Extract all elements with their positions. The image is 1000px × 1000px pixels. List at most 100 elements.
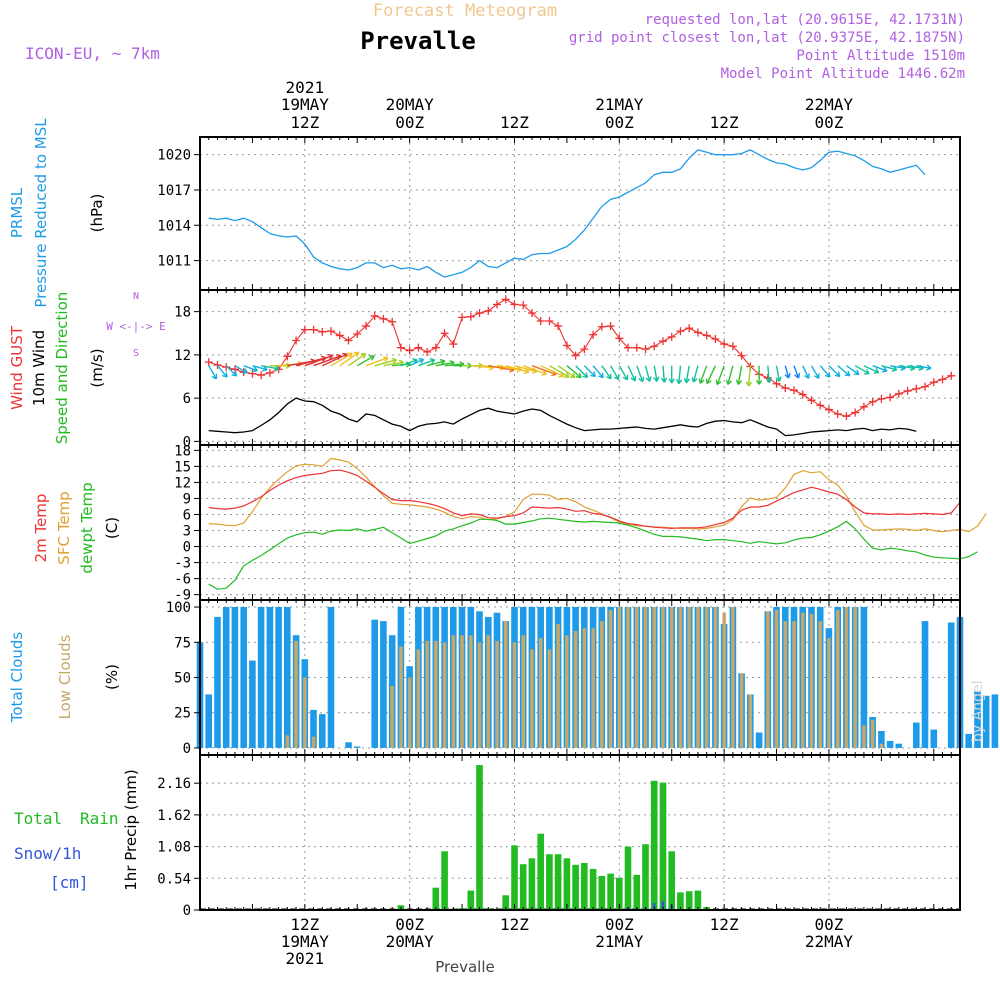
pressure-label-desc: Pressure Reduced to MSL xyxy=(32,118,50,308)
y-tick-label: 1.08 xyxy=(157,840,191,856)
wind-arrow-head xyxy=(252,366,258,373)
rain-bar xyxy=(511,845,518,910)
gust-marker xyxy=(527,309,536,318)
wind-arrow-head xyxy=(391,357,398,364)
year-label-top: 2021 xyxy=(286,78,325,97)
total-cloud-bar xyxy=(895,743,903,748)
total-cloud-bar xyxy=(982,695,990,748)
gust-marker xyxy=(790,386,799,395)
low-cloud-bar xyxy=(565,635,569,748)
wind-arrow-head xyxy=(353,351,360,358)
gust-marker xyxy=(431,343,440,352)
wind-arrow-head xyxy=(784,373,791,379)
wind-direction-arrow xyxy=(699,365,708,384)
rain-bar xyxy=(476,765,483,910)
gust-marker xyxy=(580,345,589,354)
wind-arrow-head xyxy=(881,366,888,373)
sfc-temp-label: SFC Temp xyxy=(55,491,73,564)
wind-direction-arrow xyxy=(575,365,588,378)
low-cloud-bar xyxy=(425,640,429,748)
gust-marker xyxy=(344,336,353,345)
total-cloud-bar xyxy=(380,621,387,748)
rain-bar xyxy=(624,846,632,910)
wind-arrow-head xyxy=(824,372,831,378)
rain-bar xyxy=(432,887,440,910)
wind-direction-arrow xyxy=(348,353,366,367)
low-cloud-bar xyxy=(469,635,473,748)
total-cloud-bar xyxy=(266,607,274,748)
y-tick-label: 50 xyxy=(174,671,191,687)
low-cloud-bar xyxy=(696,607,700,748)
wind-direction-arrow xyxy=(409,358,424,367)
gust-marker xyxy=(257,371,266,380)
rain-bar xyxy=(685,891,693,910)
low-cloud-bar xyxy=(573,631,578,748)
point-altitude: Point Altitude 1510m xyxy=(796,48,965,64)
gust-marker xyxy=(615,334,624,343)
bottom-hour-label: 12Z xyxy=(500,915,529,934)
y-tick-label: 3 xyxy=(183,524,191,540)
bottom-year-label: 2021 xyxy=(286,949,325,968)
low-cloud-bar xyxy=(731,607,735,748)
wind-arrow-head xyxy=(844,370,851,377)
low-cloud-bar xyxy=(678,607,683,748)
gust-marker xyxy=(571,351,580,360)
total-clouds-label: Total Clouds xyxy=(8,632,26,724)
wind-direction-arrow xyxy=(685,365,690,383)
precip-unit-label: 1hr Precip (mm) xyxy=(122,769,140,890)
panel-frame-1 xyxy=(199,136,961,291)
y-tick-label: -3 xyxy=(174,556,191,572)
gust-marker xyxy=(458,313,467,322)
wind-direction-arrow xyxy=(775,365,781,382)
snow-label: Snow/1h xyxy=(14,844,81,863)
gust-marker xyxy=(894,389,903,398)
wind-direction-arrow xyxy=(374,359,397,367)
wind-direction-arrow xyxy=(863,365,879,374)
low-cloud-bar xyxy=(652,607,656,748)
wind-direction-arrow xyxy=(435,361,455,367)
wind-direction-arrow xyxy=(793,365,800,379)
total-cloud-bar xyxy=(991,694,999,748)
gust-marker xyxy=(396,343,405,352)
y-tick-label: 1020 xyxy=(157,148,191,164)
gust-marker xyxy=(589,330,598,339)
total-cloud-bar xyxy=(878,731,885,748)
gust-marker xyxy=(807,396,816,405)
gust-marker xyxy=(693,328,702,337)
pressure-line xyxy=(208,149,926,278)
gust-marker xyxy=(632,343,641,352)
low-cloud-bar xyxy=(582,628,587,748)
gust-marker xyxy=(641,345,650,354)
total-cloud-bar xyxy=(947,622,955,748)
sfc-temp-line xyxy=(208,457,987,533)
total-cloud-bar xyxy=(275,607,282,748)
y-tick-label: 1017 xyxy=(157,183,191,199)
gust-marker xyxy=(309,325,318,334)
bottom-hour-label: 12Z xyxy=(290,915,319,934)
total-rain-label-2: Rain xyxy=(80,809,119,828)
wind-direction-arrow xyxy=(261,365,279,370)
wind-speed-line xyxy=(208,397,917,437)
y-tick-label: 1014 xyxy=(157,218,191,234)
pressure-label-prmsl: PRMSL xyxy=(8,187,26,238)
gust-marker xyxy=(877,394,886,403)
gust-marker xyxy=(947,371,956,380)
wind-arrow-head xyxy=(563,372,570,378)
y-tick-label: 18 xyxy=(174,305,191,321)
total-cloud-bar xyxy=(755,732,763,748)
wind-direction-arrow xyxy=(557,365,576,379)
total-cloud-bar xyxy=(353,746,361,748)
panel-frame-3 xyxy=(199,444,961,601)
gust-marker xyxy=(379,314,388,323)
top-hour-label: 00Z xyxy=(395,113,424,132)
top-date-label: 22MAY xyxy=(805,95,854,114)
bottom-date-label: 22MAY xyxy=(805,932,854,951)
y-tick-label: 12 xyxy=(174,475,191,491)
top-hour-label: 12Z xyxy=(710,113,739,132)
y-tick-label: 12 xyxy=(174,348,191,364)
wind-direction-arrow xyxy=(889,365,906,370)
gust-marker xyxy=(361,322,370,331)
rain-bar xyxy=(467,890,475,910)
wind-arrow-head xyxy=(541,369,547,376)
wind-arrow-head xyxy=(598,372,604,379)
